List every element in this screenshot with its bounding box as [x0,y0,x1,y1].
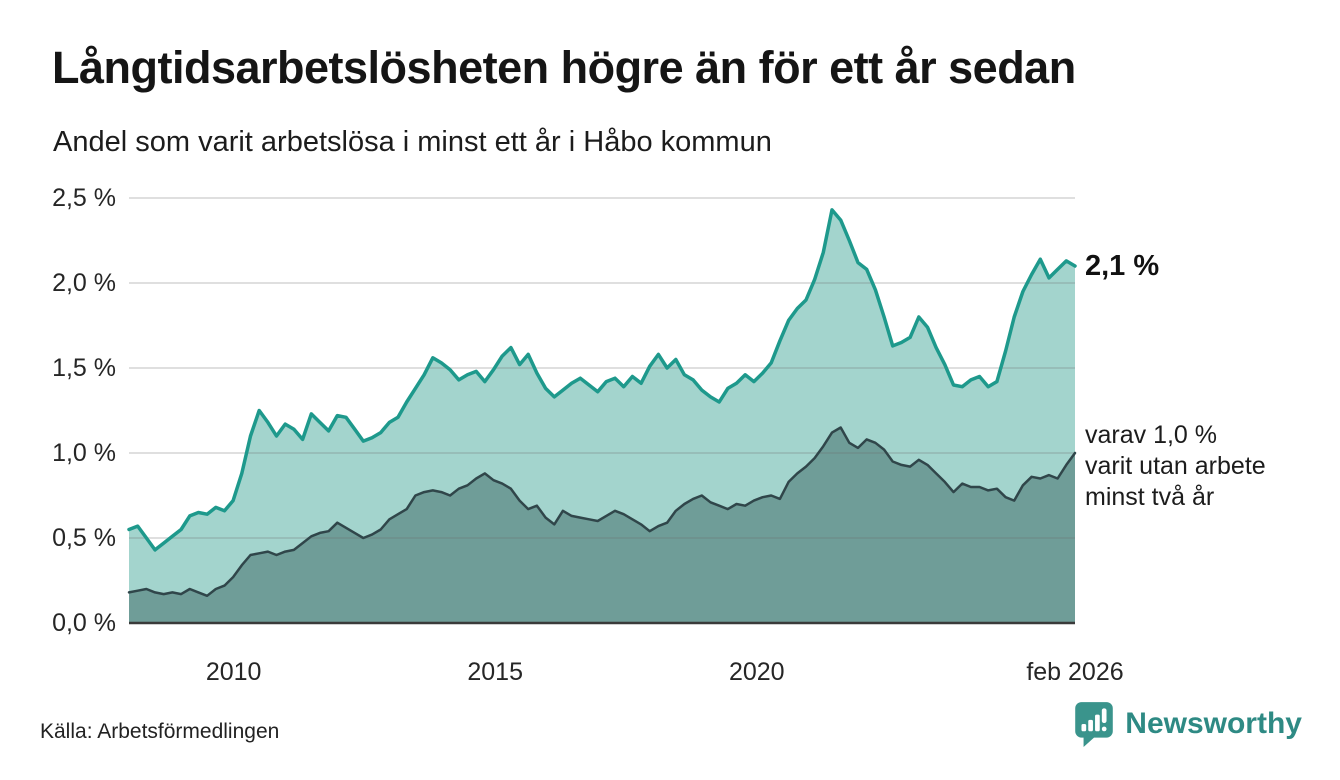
x-tick-label: feb 2026 [1026,658,1124,686]
latest-value-label: 2,1 % [1085,250,1160,282]
brand-logo[interactable]: Newsworthy [1073,700,1302,748]
y-tick-label: 1,5 % [52,354,116,382]
y-tick-label: 2,0 % [52,269,116,297]
secondary-series-label-line: varit utan arbete [1085,452,1266,480]
y-tick-label: 2,5 % [52,184,116,212]
y-tick-label: 0,5 % [52,524,116,552]
page-subtitle: Andel som varit arbetslösa i minst ett å… [53,126,772,158]
newsworthy-bubble-chart-icon [1073,700,1115,748]
x-tick-label: 2015 [467,658,523,686]
brand-name: Newsworthy [1125,707,1302,740]
secondary-series-label: varav 1,0 % varit utan arbete minst två … [1085,420,1330,513]
page-title: Långtidsarbetslösheten högre än för ett … [52,42,1076,93]
y-tick-label: 1,0 % [52,439,116,467]
source-note: Källa: Arbetsförmedlingen [40,720,280,743]
secondary-series-label-line: minst två år [1085,483,1215,511]
x-tick-label: 2020 [728,658,785,686]
x-tick-label: 2010 [205,658,262,686]
secondary-series-label-line: varav 1,0 % [1085,421,1218,449]
y-tick-label: 0,0 % [52,609,116,637]
